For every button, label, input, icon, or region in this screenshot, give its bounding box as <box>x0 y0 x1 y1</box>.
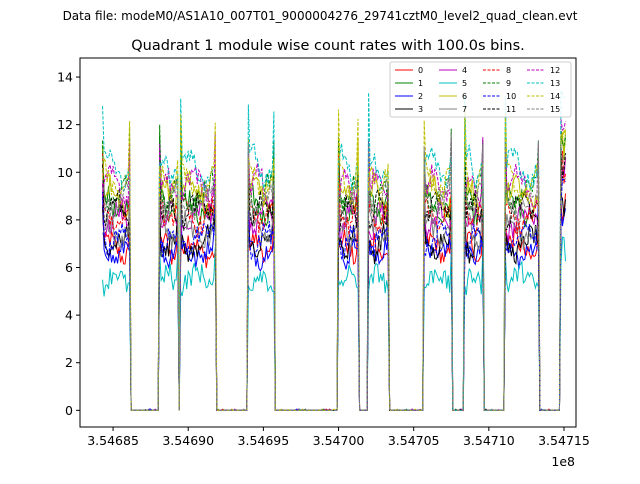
legend-label-15: 15 <box>550 105 560 114</box>
legend-label-7: 7 <box>462 105 467 114</box>
legend-box <box>389 61 572 118</box>
x-tick-label: 3.54715 <box>538 433 590 448</box>
y-tick-label: 12 <box>57 117 73 132</box>
x-tick-label: 3.54700 <box>313 433 365 448</box>
x-tick-label: 3.54705 <box>388 433 440 448</box>
x-tick-label: 3.54695 <box>238 433 290 448</box>
legend-label-10: 10 <box>506 92 516 101</box>
legend-label-2: 2 <box>418 92 423 101</box>
legend-label-4: 4 <box>462 66 467 75</box>
x-tick-label: 3.54710 <box>463 433 515 448</box>
y-axis: 0 2 4 6 8 10 12 14 <box>57 70 80 418</box>
legend-label-6: 6 <box>462 92 467 101</box>
legend-label-12: 12 <box>550 66 560 75</box>
chart-title: Quadrant 1 module wise count rates with … <box>131 38 525 54</box>
legend-label-11: 11 <box>506 105 516 114</box>
legend-label-0: 0 <box>418 66 423 75</box>
x-offset-label: 1e8 <box>551 454 575 469</box>
legend-label-9: 9 <box>506 79 511 88</box>
y-tick-label: 6 <box>65 260 73 275</box>
x-axis: 3.54685 3.54690 3.54695 3.54700 3.54705 3.547… <box>87 427 590 448</box>
figure-suptitle: Data file: modeM0/AS1A10_007T01_90000042… <box>63 9 578 23</box>
legend-label-5: 5 <box>462 79 467 88</box>
y-tick-label: 14 <box>57 70 73 85</box>
y-tick-label: 2 <box>65 355 73 370</box>
series-line-15 <box>102 132 566 411</box>
legend-label-1: 1 <box>418 79 423 88</box>
plot-frame <box>79 57 577 428</box>
legend-label-8: 8 <box>506 66 511 75</box>
legend-label-3: 3 <box>418 105 423 114</box>
legend-label-13: 13 <box>550 79 560 88</box>
x-tick-label: 3.54685 <box>87 433 139 448</box>
legend-label-14: 14 <box>550 92 560 101</box>
y-tick-label: 4 <box>65 308 73 323</box>
y-tick-label: 8 <box>65 212 73 227</box>
x-tick-label: 3.54690 <box>162 433 214 448</box>
series-layer <box>102 90 566 412</box>
y-tick-label: 0 <box>65 403 73 418</box>
y-tick-label: 10 <box>57 165 73 180</box>
